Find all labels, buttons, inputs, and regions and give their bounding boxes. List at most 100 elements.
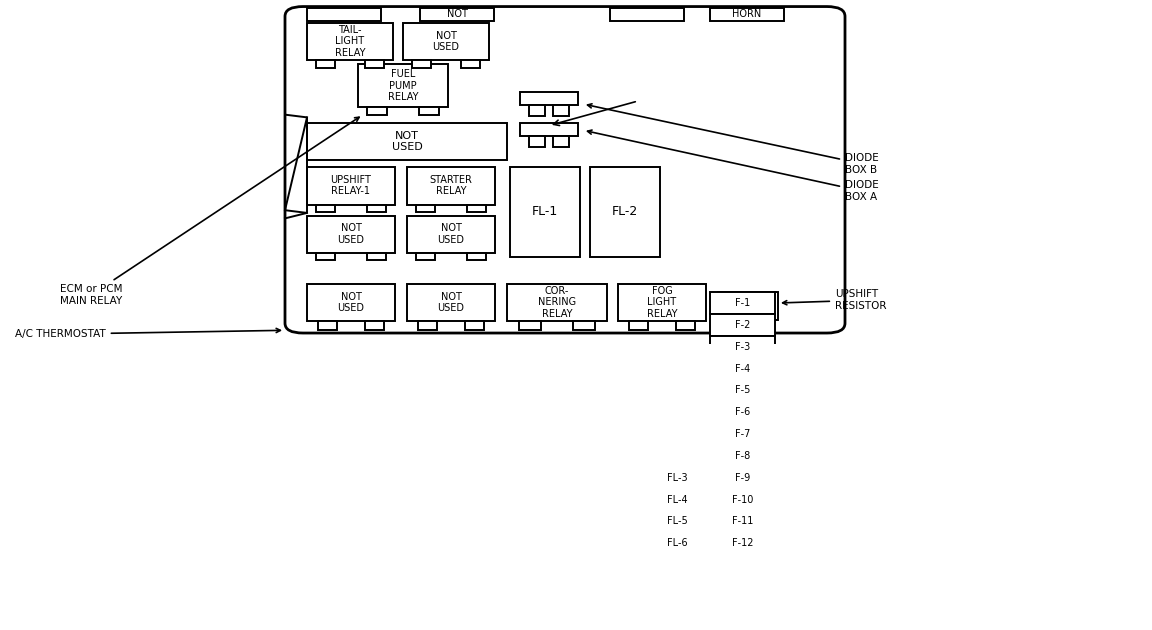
Text: FL-1: FL-1 <box>532 205 558 218</box>
Bar <box>529 136 545 147</box>
Bar <box>316 253 335 260</box>
Bar <box>520 321 541 329</box>
Text: F-7: F-7 <box>735 429 750 439</box>
Bar <box>647 467 706 489</box>
Text: A/C THERMOSTAT: A/C THERMOSTAT <box>15 328 280 339</box>
Text: NOT
USED: NOT USED <box>438 292 464 313</box>
Text: FL-2: FL-2 <box>612 205 638 218</box>
Bar <box>462 60 480 67</box>
Bar <box>407 284 495 321</box>
Text: F-4: F-4 <box>735 364 750 374</box>
Text: FUEL
PUMP
RELAY: FUEL PUMP RELAY <box>388 69 418 102</box>
Bar <box>553 136 569 147</box>
Text: FL-6: FL-6 <box>667 538 688 548</box>
Text: F-6: F-6 <box>735 407 750 417</box>
Bar <box>465 321 485 329</box>
Bar <box>710 489 775 510</box>
Bar <box>467 253 486 260</box>
Text: FL-4: FL-4 <box>667 495 688 505</box>
Bar <box>318 321 336 329</box>
Bar <box>420 8 494 21</box>
Bar <box>590 166 660 256</box>
Bar <box>529 105 545 117</box>
Bar <box>306 123 507 160</box>
Bar <box>367 107 387 115</box>
Bar <box>647 532 706 554</box>
Bar <box>316 205 335 212</box>
Bar <box>358 64 448 107</box>
Bar <box>647 510 706 532</box>
Bar <box>710 336 775 358</box>
Bar <box>611 8 684 21</box>
Bar <box>718 292 778 321</box>
Bar <box>366 205 386 212</box>
Text: F-11: F-11 <box>732 517 753 527</box>
Bar <box>510 166 579 256</box>
FancyBboxPatch shape <box>285 6 846 333</box>
Bar <box>520 123 578 136</box>
Bar <box>507 284 607 321</box>
Bar <box>553 105 569 117</box>
Bar <box>306 166 395 205</box>
Bar <box>520 92 578 105</box>
Bar <box>710 8 785 21</box>
Bar <box>573 321 594 329</box>
Text: DIODE
BOX B: DIODE BOX B <box>588 104 879 175</box>
Bar <box>467 205 486 212</box>
Text: F-3: F-3 <box>735 341 750 352</box>
Text: NOT
USED: NOT USED <box>438 224 464 245</box>
Bar <box>306 8 381 21</box>
Text: F-1: F-1 <box>735 298 750 308</box>
Bar <box>710 423 775 445</box>
Text: F-12: F-12 <box>732 538 753 548</box>
Bar <box>710 292 775 314</box>
Bar <box>407 215 495 253</box>
Bar <box>710 379 775 401</box>
Bar <box>710 401 775 423</box>
Text: F-10: F-10 <box>732 495 753 505</box>
Bar <box>710 358 775 379</box>
Bar <box>403 23 488 60</box>
Bar <box>710 314 775 336</box>
Text: STARTER
RELAY: STARTER RELAY <box>430 175 472 197</box>
Text: F-2: F-2 <box>735 320 750 330</box>
Bar <box>416 253 435 260</box>
Text: NOT
USED: NOT USED <box>338 224 364 245</box>
Text: NOT
USED: NOT USED <box>432 31 460 52</box>
Text: TAIL-
LIGHT
RELAY: TAIL- LIGHT RELAY <box>335 25 365 58</box>
Bar <box>365 321 385 329</box>
Bar <box>710 445 775 467</box>
Bar <box>366 253 386 260</box>
Text: FOG
LIGHT
RELAY: FOG LIGHT RELAY <box>646 286 677 319</box>
Text: FL-5: FL-5 <box>667 517 688 527</box>
Bar <box>710 510 775 532</box>
Bar <box>365 60 385 67</box>
Text: F-8: F-8 <box>735 451 750 461</box>
Bar <box>629 321 647 329</box>
Bar <box>710 532 775 554</box>
Text: NOT
USED: NOT USED <box>392 130 423 152</box>
Text: NOT
USED: NOT USED <box>338 292 364 313</box>
Bar <box>306 284 395 321</box>
Text: DIODE
BOX A: DIODE BOX A <box>588 130 879 202</box>
Text: ECM or PCM
MAIN RELAY: ECM or PCM MAIN RELAY <box>60 117 359 306</box>
Text: FL-3: FL-3 <box>667 472 688 483</box>
Text: UPSHIFT
RELAY-1: UPSHIFT RELAY-1 <box>331 175 371 197</box>
Bar <box>316 60 334 67</box>
Text: NOT: NOT <box>447 9 468 19</box>
Text: COR-
NERING
RELAY: COR- NERING RELAY <box>538 286 576 319</box>
Text: F-5: F-5 <box>735 386 750 396</box>
Bar <box>411 60 431 67</box>
Bar <box>647 489 706 510</box>
Bar <box>416 205 435 212</box>
Bar <box>710 467 775 489</box>
Text: UPSHIFT
RESISTOR: UPSHIFT RESISTOR <box>782 289 887 311</box>
Bar <box>617 284 706 321</box>
Bar <box>676 321 696 329</box>
Bar <box>419 107 439 115</box>
Bar <box>306 215 395 253</box>
Text: F-9: F-9 <box>735 472 750 483</box>
Bar <box>407 166 495 205</box>
Bar <box>306 23 393 60</box>
Bar <box>417 321 437 329</box>
